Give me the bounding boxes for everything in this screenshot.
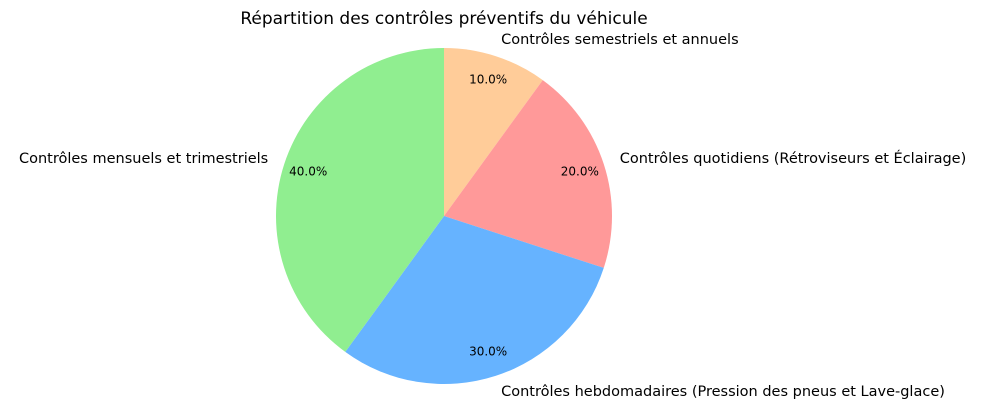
pie-slice-controles-mensuels-et-trimestriels — [276, 48, 444, 352]
pie-slice-controles-quotidiens-retroviseurs-et-eclairage — [444, 80, 612, 268]
pie-slices — [276, 48, 612, 384]
slice-pct-controles-semestriels-et-annuels: 10.0% — [469, 73, 507, 87]
slice-label-controles-quotidiens-retroviseurs-et-eclairage: Contrôles quotidiens (Rétroviseurs et Éc… — [620, 150, 967, 167]
pie-slice-controles-hebdomadaires-pression-des-pneus-et-lave-glace — [345, 216, 604, 384]
pie-labels: Contrôles semestriels et annuels 10.0% Con… — [19, 32, 966, 400]
slice-pct-controles-mensuels-et-trimestriels: 40.0% — [289, 164, 327, 178]
slice-label-controles-mensuels-et-trimestriels: Contrôles mensuels et trimestriels — [19, 151, 268, 167]
slice-pct-controles-quotidiens-retroviseurs-et-eclairage: 20.0% — [561, 164, 599, 178]
chart-title: Répartition des contrôles préventifs du … — [240, 9, 647, 29]
slice-label-controles-semestriels-et-annuels: Contrôles semestriels et annuels — [501, 32, 739, 48]
slice-label-controles-hebdomadaires-pression-des-pneus-et-lave-glace: Contrôles hebdomadaires (Pression des pn… — [501, 384, 945, 400]
pie-slice-controles-semestriels-et-annuels — [444, 48, 543, 216]
slice-pct-controles-hebdomadaires-pression-des-pneus-et-lave-glace: 30.0% — [469, 344, 507, 358]
